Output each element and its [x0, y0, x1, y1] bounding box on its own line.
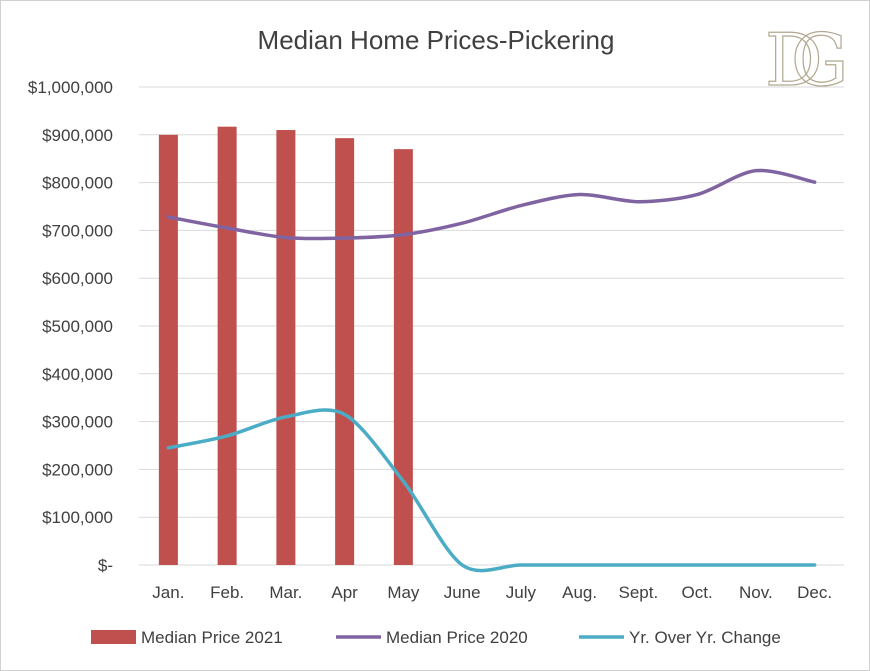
x-tick-label: Aug.	[562, 583, 597, 602]
x-tick-label: Oct.	[682, 583, 713, 602]
dg-logo-g: G	[791, 18, 849, 102]
y-tick-label: $-	[98, 556, 113, 575]
y-tick-label: $100,000	[42, 508, 113, 527]
y-tick-label: $900,000	[42, 126, 113, 145]
x-tick-label: Mar.	[269, 583, 302, 602]
bar	[158, 134, 178, 566]
legend-label: Median Price 2020	[386, 628, 528, 647]
y-tick-label: $700,000	[42, 221, 113, 240]
y-tick-label: $400,000	[42, 365, 113, 384]
x-tick-label: July	[506, 583, 537, 602]
bar	[335, 138, 355, 565]
dg-logo: D G	[764, 17, 849, 102]
y-tick-label: $800,000	[42, 174, 113, 193]
chart-title: Median Home Prices-Pickering	[258, 25, 615, 55]
series-line	[166, 168, 817, 241]
bar	[393, 149, 413, 565]
x-tick-label: May	[387, 583, 420, 602]
bar	[276, 130, 296, 565]
dg-logo-d: D	[765, 18, 823, 102]
x-tick-label: Feb.	[210, 583, 244, 602]
series-line	[166, 408, 817, 573]
legend-swatch	[91, 630, 136, 644]
legend-label: Median Price 2021	[141, 628, 283, 647]
gridlines	[139, 86, 844, 566]
x-axis-ticks: Jan. Feb. Mar. Apr May June July Aug. Sept. Oct. N…	[152, 583, 832, 602]
y-tick-label: $500,000	[42, 317, 113, 336]
x-tick-label: Apr	[331, 583, 358, 602]
y-tick-label: $600,000	[42, 269, 113, 288]
line-series	[166, 168, 817, 573]
x-tick-label: Jan.	[152, 583, 184, 602]
y-tick-label: $200,000	[42, 460, 113, 479]
y-tick-label: $1,000,000	[28, 78, 113, 97]
legend: Median Price 2021 Median Price 2020 Yr. Ov…	[91, 628, 781, 647]
x-tick-label: Nov.	[739, 583, 773, 602]
x-tick-label: Dec.	[797, 583, 832, 602]
x-tick-label: June	[444, 583, 481, 602]
y-tick-label: $300,000	[42, 413, 113, 432]
bar	[217, 126, 237, 565]
x-tick-label: Sept.	[619, 583, 659, 602]
bar-series	[158, 126, 413, 566]
y-axis-ticks: $- $100,000 $200,000 $300,000 $400,000 $500,0…	[28, 78, 113, 575]
legend-label: Yr. Over Yr. Change	[629, 628, 781, 647]
